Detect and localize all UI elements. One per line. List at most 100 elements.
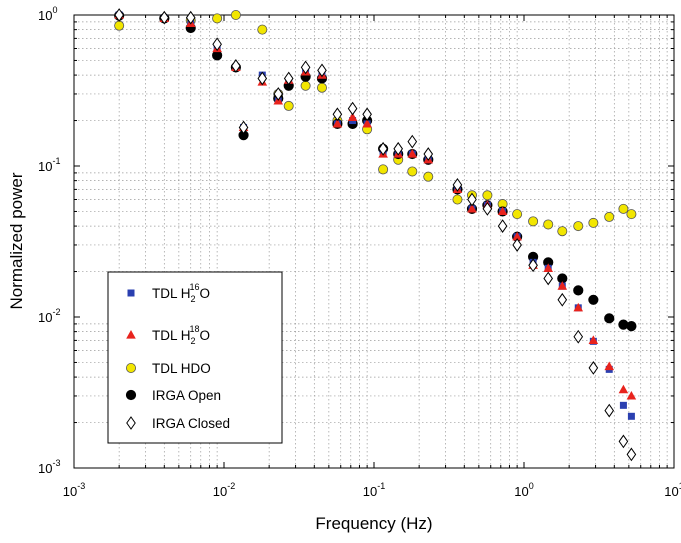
x-tick-label: 10-2: [213, 481, 235, 499]
data-point: [604, 313, 615, 324]
data-point: [300, 80, 311, 91]
data-point: [212, 50, 223, 61]
data-point: [238, 120, 249, 135]
x-tick-label: 10-3: [63, 481, 85, 499]
data-point: [528, 258, 538, 273]
legend-box: [107, 271, 283, 444]
data-point: [347, 112, 358, 121]
data-point: [543, 219, 554, 230]
data-point: [573, 221, 584, 232]
data-point: [482, 190, 493, 201]
legend-marker: [125, 389, 137, 401]
y-tick-label: 10-2: [38, 307, 60, 325]
data-point: [159, 10, 170, 25]
data-point: [467, 192, 477, 207]
data-point: [362, 107, 372, 122]
data-point: [257, 71, 268, 86]
data-point: [230, 9, 241, 20]
data-point: [573, 329, 584, 344]
data-point: [557, 226, 568, 237]
data-point: [362, 118, 372, 128]
data-point: [557, 281, 568, 290]
data-point: [300, 60, 311, 75]
data-point: [528, 216, 539, 227]
data-point: [114, 20, 125, 31]
data-point: [283, 100, 294, 111]
legend-label: TDL HDO: [152, 361, 211, 376]
data-point: [626, 390, 637, 400]
data-point: [212, 37, 222, 52]
x-tick-label: 10-1: [363, 481, 385, 499]
data-point: [573, 285, 584, 296]
data-point: [332, 118, 343, 128]
data-point: [618, 434, 629, 449]
data-point: [423, 147, 434, 161]
data-point: [512, 238, 522, 252]
data-point: [618, 203, 629, 214]
legend-marker: [126, 416, 136, 430]
y-tick-label: 100: [38, 5, 57, 23]
data-point: [347, 101, 358, 116]
legend-label: TDL H218O: [152, 324, 210, 346]
y-tick-label: 10-1: [38, 156, 60, 174]
tick-labels: 10-3 10-2 10-1 100 101 100 10-1 10-2 10-3: [38, 5, 681, 499]
legend-marker: [127, 289, 135, 297]
legend-marker: [126, 330, 136, 339]
data-point: [212, 13, 223, 24]
data-point: [317, 63, 327, 78]
data-point: [588, 294, 599, 305]
data-point: [627, 412, 635, 420]
data-point: [626, 447, 637, 462]
data-point: [543, 263, 554, 272]
data-point: [332, 107, 343, 122]
data-point: [588, 335, 599, 344]
data-point: [604, 403, 615, 418]
data-points: [114, 8, 637, 462]
data-point: [588, 217, 599, 228]
data-point: [604, 211, 615, 222]
legend-label: TDL H216O: [152, 282, 210, 304]
data-point: [573, 302, 584, 312]
data-point: [626, 209, 637, 220]
y-axis-label: Normalized power: [7, 172, 26, 309]
data-point: [543, 271, 554, 286]
data-point: [588, 361, 599, 375]
data-point: [618, 384, 629, 394]
data-point: [604, 361, 615, 371]
data-point: [316, 82, 327, 93]
data-point: [467, 203, 477, 213]
data-point: [393, 141, 404, 156]
data-point: [557, 292, 568, 307]
x-tick-label: 101: [664, 481, 681, 499]
data-point: [257, 24, 268, 35]
axis-ticks: [73, 15, 674, 469]
x-tick-label: 100: [514, 481, 533, 499]
data-point: [626, 321, 637, 332]
data-point: [273, 87, 284, 101]
data-point: [114, 8, 124, 22]
data-point: [407, 134, 418, 149]
legend: TDL H216O TDL H218O TDL HDO IRGA Open IRGA C…: [107, 271, 283, 444]
data-point: [378, 141, 388, 156]
data-point: [512, 209, 523, 220]
data-point: [407, 149, 418, 158]
data-point: [619, 401, 627, 409]
legend-marker: [126, 362, 137, 373]
data-point: [231, 59, 241, 73]
legend-label: IRGA Open: [152, 388, 221, 403]
data-point: [452, 177, 463, 192]
data-point: [497, 206, 508, 216]
y-tick-label: 10-3: [38, 458, 60, 476]
series-tdl-hdo: [114, 9, 637, 237]
data-point: [185, 10, 196, 25]
data-point: [482, 202, 493, 216]
data-point: [497, 219, 508, 233]
data-point: [407, 166, 418, 177]
data-point: [378, 164, 389, 175]
data-point: [423, 171, 434, 182]
data-point: [452, 194, 463, 205]
series-irga-closed: [114, 8, 637, 462]
legend-label: IRGA Closed: [152, 416, 230, 431]
x-axis-label: Frequency (Hz): [315, 514, 432, 533]
